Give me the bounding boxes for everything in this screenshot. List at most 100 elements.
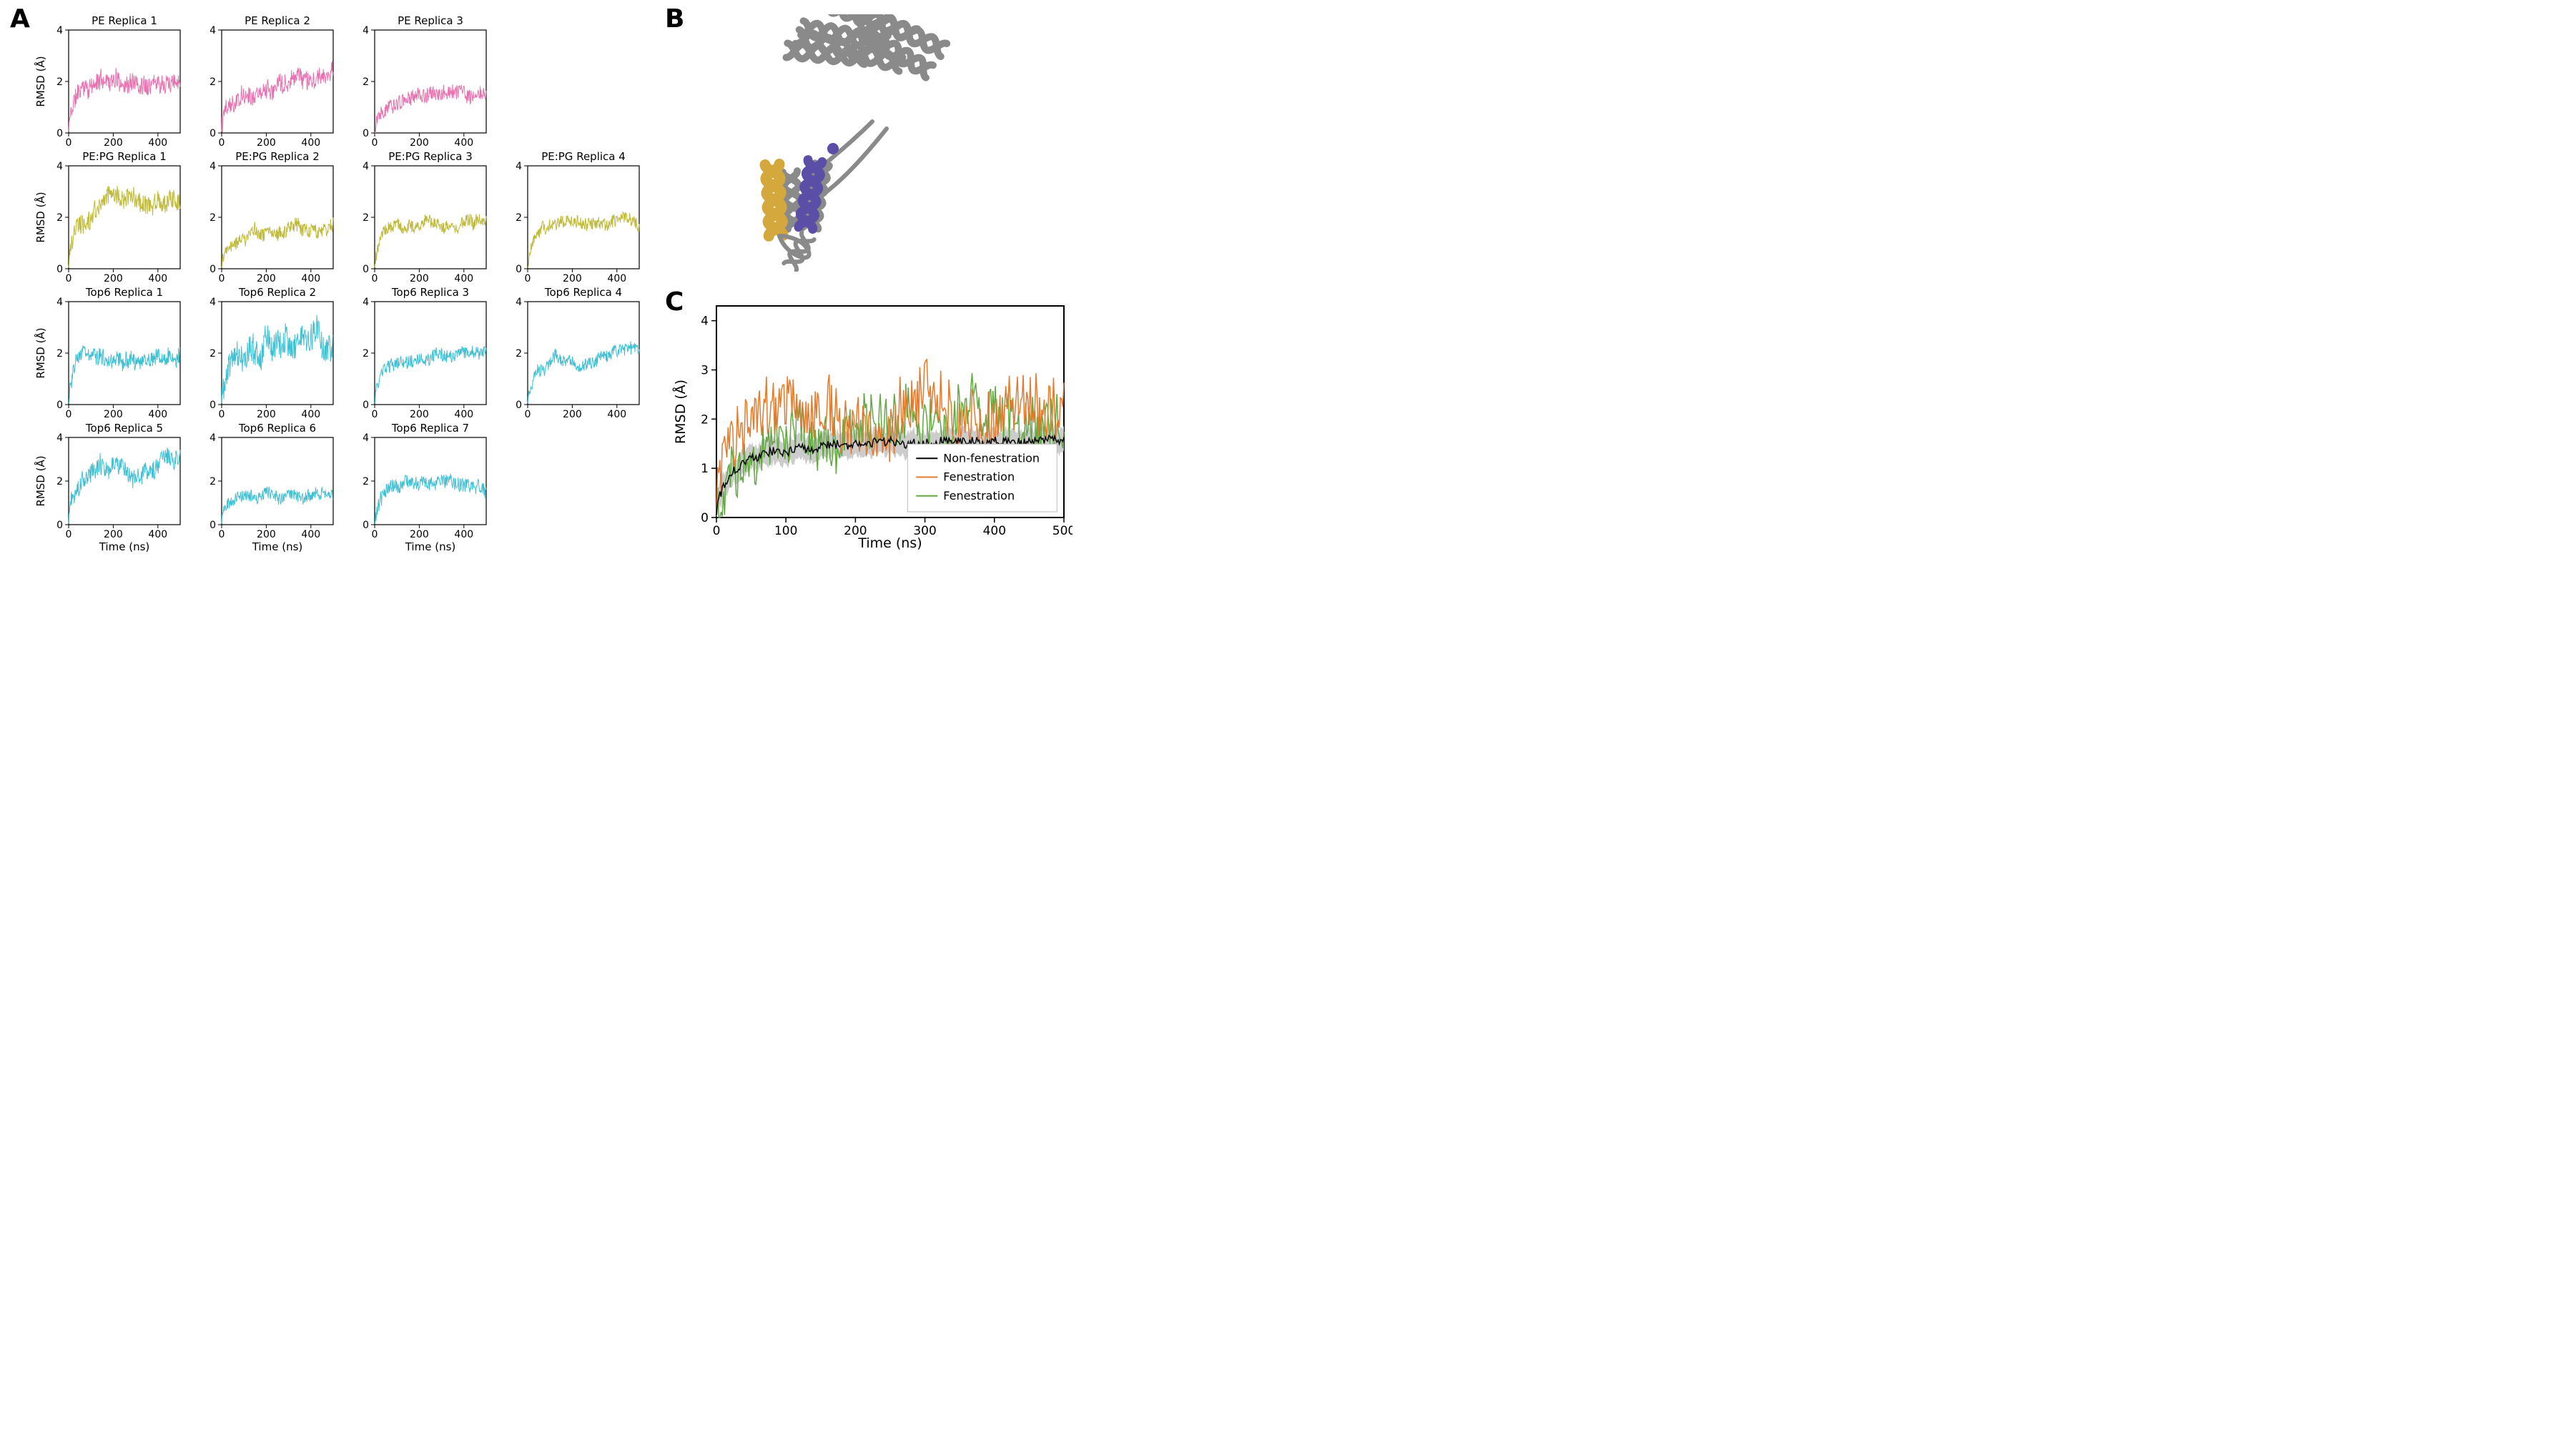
svg-text:400: 400 (148, 137, 167, 147)
subplot-cell: Top6 Replica 20240200400 (187, 286, 337, 419)
svg-text:0: 0 (219, 137, 225, 147)
svg-text:PE Replica 2: PE Replica 2 (245, 14, 310, 27)
subplot-cell: Top6 Replica 30240200400 (340, 286, 490, 419)
panel-a-grid: PE Replica 10240200400RMSD (Å)PE Replica… (34, 14, 644, 555)
svg-text:400: 400 (148, 273, 167, 283)
svg-text:2: 2 (363, 476, 369, 487)
svg-text:RMSD (Å): RMSD (Å) (34, 56, 47, 107)
svg-text:200: 200 (410, 529, 429, 540)
svg-text:4: 4 (516, 161, 522, 172)
subplot-cell: PE:PG Replica 3 0 2 4 0 200 400 (340, 150, 490, 283)
svg-text:100: 100 (774, 524, 797, 538)
svg-text:Top6 Replica 7: Top6 Replica 7 (391, 422, 469, 435)
subplot-cell (493, 422, 644, 555)
svg-text:0: 0 (66, 529, 72, 540)
svg-text:200: 200 (104, 409, 123, 419)
svg-text:200: 200 (563, 409, 582, 419)
panel-b-structure (672, 14, 1001, 272)
subplot-cell: PE:PG Replica 40240200400 (493, 150, 644, 283)
svg-text:3: 3 (701, 363, 709, 377)
svg-text:2: 2 (56, 476, 63, 487)
svg-text:2: 2 (363, 212, 369, 224)
svg-text:400: 400 (454, 137, 473, 147)
svg-text:0: 0 (219, 529, 225, 540)
subplot-cell: Top6 Replica 40240200400 (493, 286, 644, 419)
svg-text:400: 400 (454, 529, 473, 540)
svg-text:Fenestration: Fenestration (943, 470, 1015, 484)
svg-text:0: 0 (66, 137, 72, 147)
svg-text:500: 500 (1052, 524, 1073, 538)
svg-text:400: 400 (983, 524, 1006, 538)
panel-bc-column: B C 010020030040050001234Time (ns)RMSD (… (672, 14, 1073, 558)
svg-text:2: 2 (209, 348, 216, 360)
figure-container: A PE Replica 10240200400RMSD (Å)PE Repli… (14, 14, 2545, 558)
panel-a: A PE Replica 10240200400RMSD (Å)PE Repli… (14, 14, 644, 555)
svg-text:200: 200 (410, 273, 429, 283)
svg-text:400: 400 (607, 409, 626, 419)
svg-text:Top6 Replica 2: Top6 Replica 2 (238, 286, 316, 299)
svg-text:0: 0 (56, 520, 63, 531)
svg-text:2: 2 (209, 76, 216, 88)
subplot-cell: PE Replica 20240200400 (187, 14, 337, 147)
svg-text:0: 0 (372, 529, 378, 540)
svg-text:0: 0 (66, 273, 72, 283)
svg-text:0: 0 (372, 273, 378, 283)
svg-text:2: 2 (209, 212, 216, 224)
svg-text:200: 200 (257, 137, 276, 147)
panel-c-label: C (665, 287, 684, 317)
svg-text:Fenestration: Fenestration (943, 489, 1015, 502)
svg-text:4: 4 (516, 297, 522, 308)
svg-text:400: 400 (454, 273, 473, 283)
panel-a-label: A (10, 4, 30, 34)
svg-text:PE:PG Replica 3: PE:PG Replica 3 (388, 150, 473, 163)
svg-text:200: 200 (257, 273, 276, 283)
svg-text:PE Replica 3: PE Replica 3 (398, 14, 463, 27)
svg-text:200: 200 (104, 529, 123, 540)
svg-text:200: 200 (563, 273, 582, 283)
panel-c-chart: 010020030040050001234Time (ns)RMSD (Å)No… (672, 297, 1073, 555)
svg-text:RMSD (Å): RMSD (Å) (34, 455, 47, 506)
subplot-cell: Top6 Replica 60240200400Time (ns) (187, 422, 337, 555)
subplot-cell: Top6 Replica 70240200400Time (ns) (340, 422, 490, 555)
svg-text:2: 2 (56, 348, 63, 360)
svg-text:0: 0 (363, 264, 369, 275)
svg-text:RMSD (Å): RMSD (Å) (34, 192, 47, 242)
svg-text:2: 2 (701, 412, 709, 427)
svg-text:0: 0 (363, 520, 369, 531)
panel-b-label: B (665, 4, 684, 34)
svg-text:2: 2 (209, 476, 216, 487)
svg-text:200: 200 (257, 529, 276, 540)
svg-text:400: 400 (148, 529, 167, 540)
svg-text:Top6 Replica 4: Top6 Replica 4 (544, 286, 622, 299)
panel-b: B (672, 14, 1073, 274)
subplot-cell: PE Replica 10240200400RMSD (Å) (34, 14, 184, 147)
svg-text:0: 0 (363, 400, 369, 411)
svg-text:4: 4 (363, 297, 369, 308)
svg-text:1: 1 (701, 462, 709, 476)
svg-text:4: 4 (56, 432, 63, 444)
svg-text:0: 0 (56, 400, 63, 411)
svg-text:PE Replica 1: PE Replica 1 (92, 14, 157, 27)
svg-text:2: 2 (56, 76, 63, 88)
svg-text:0: 0 (525, 273, 531, 283)
svg-text:4: 4 (56, 297, 63, 308)
svg-text:0: 0 (525, 409, 531, 419)
svg-text:0: 0 (209, 400, 216, 411)
svg-text:RMSD (Å): RMSD (Å) (672, 380, 689, 444)
svg-text:0: 0 (209, 128, 216, 139)
svg-text:4: 4 (209, 432, 216, 444)
subplot-cell (493, 14, 644, 147)
svg-text:0: 0 (516, 264, 522, 275)
svg-text:200: 200 (257, 409, 276, 419)
svg-text:0: 0 (713, 524, 721, 538)
svg-text:0: 0 (219, 273, 225, 283)
svg-text:Time (ns): Time (ns) (252, 540, 303, 553)
svg-text:4: 4 (56, 161, 63, 172)
svg-text:4: 4 (363, 161, 369, 172)
svg-text:0: 0 (701, 511, 709, 525)
svg-text:0: 0 (56, 264, 63, 275)
svg-text:4: 4 (209, 297, 216, 308)
svg-text:0: 0 (372, 137, 378, 147)
subplot-cell: Top6 Replica 10240200400RMSD (Å) (34, 286, 184, 419)
svg-text:4: 4 (56, 25, 63, 36)
